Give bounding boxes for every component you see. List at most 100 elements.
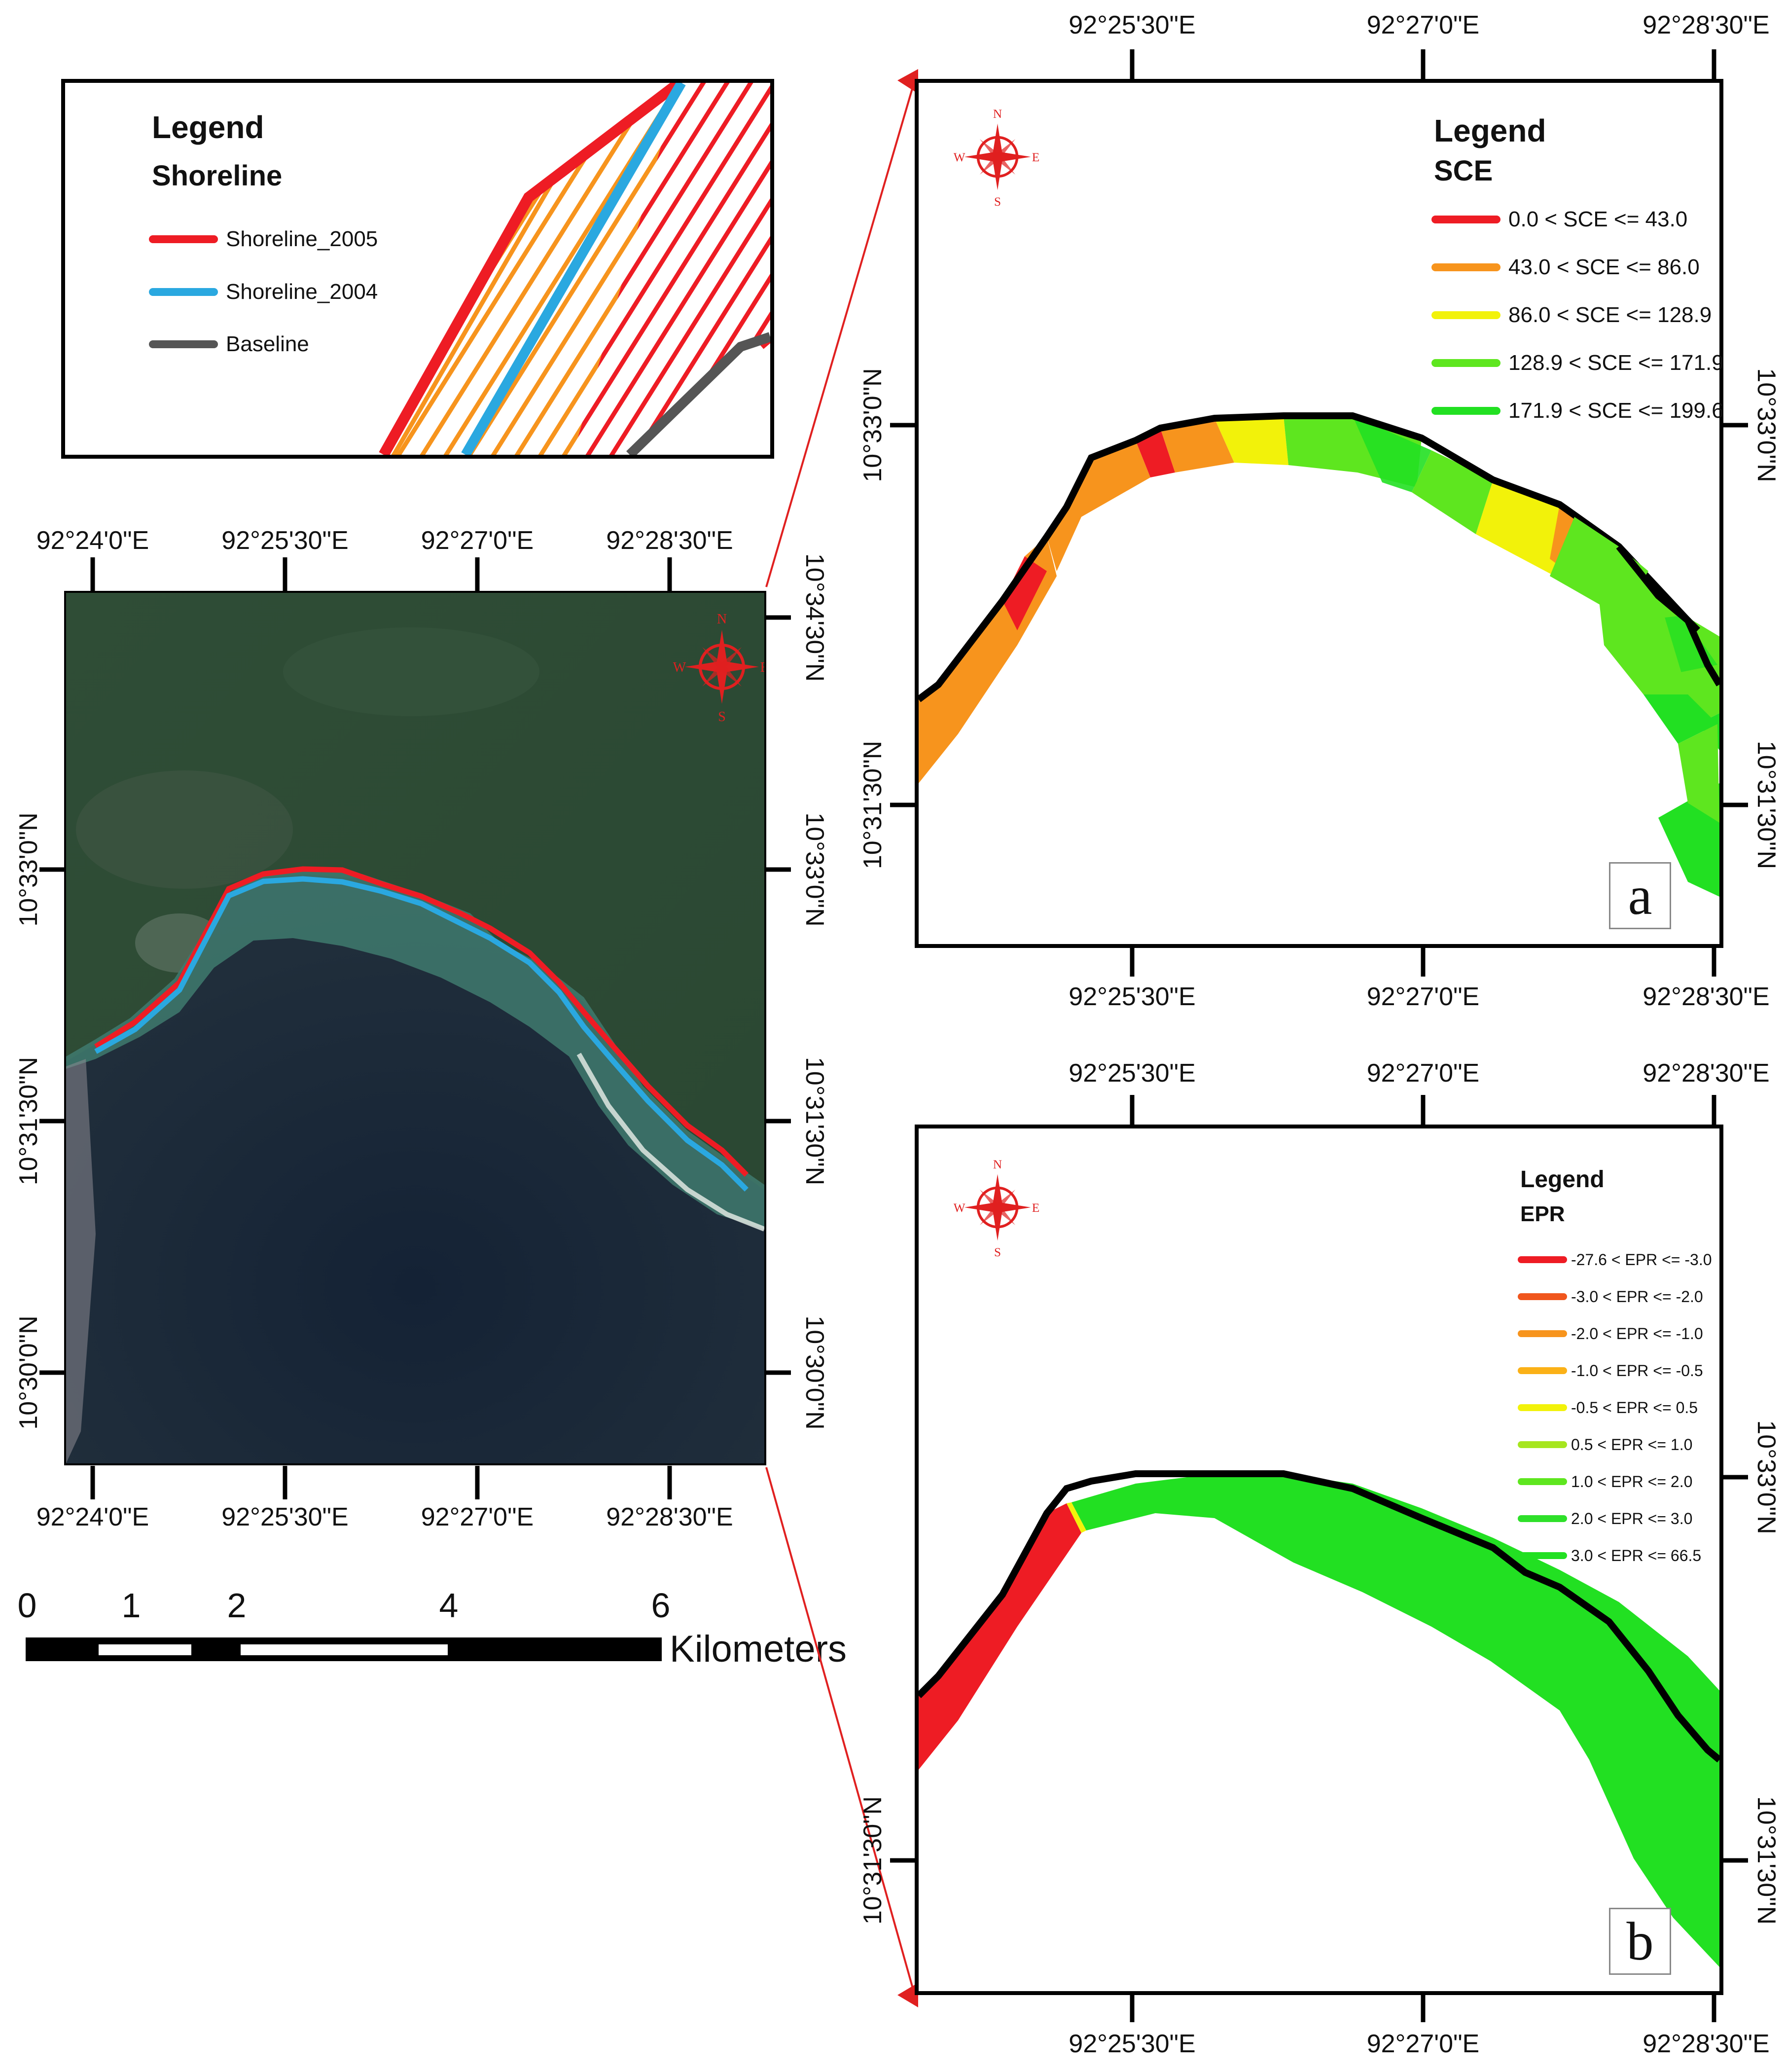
panel-a-bottom-lon-1: 92°25'30"E: [1069, 982, 1196, 1011]
scale-tick-4: 4: [439, 1586, 459, 1625]
svg-text:W: W: [954, 151, 965, 164]
svg-text:S: S: [994, 1246, 1001, 1259]
legend-item-shoreline-2005: Shoreline_2005: [149, 228, 378, 250]
panel-b-top-lon-1: 92°25'30"E: [1069, 1059, 1196, 1088]
panel-b-right-lat-2: 10°31'30"N: [1752, 1796, 1781, 1925]
main-bottom-lon-3: 92°27'0"E: [421, 1503, 534, 1531]
panel-a-legend-item-2: 43.0 < SCE <= 86.0: [1431, 256, 1700, 278]
main-satellite-map: N S E W: [64, 591, 766, 1465]
panel-b-swatch: [1518, 1330, 1567, 1337]
panel-b-top-lon-3: 92°28'30"E: [1643, 1059, 1770, 1088]
panel-b-swatch: [1518, 1552, 1567, 1559]
hatch-line: [596, 83, 770, 455]
panel-b-swatch: [1518, 1367, 1567, 1374]
inset-legend-subtitle: Shoreline: [152, 160, 283, 192]
hatch-line: [619, 83, 770, 455]
hatch-line: [573, 83, 770, 455]
hatch-line: [477, 83, 679, 455]
hatch-line: [573, 83, 770, 455]
inset-hatching: [379, 83, 770, 455]
panel-a-legend-item-1: 0.0 < SCE <= 43.0: [1431, 209, 1687, 230]
main-top-lon-1: 92°24'0"E: [36, 526, 149, 555]
panel-a-bottom-lon-3: 92°28'30"E: [1643, 982, 1770, 1011]
panel-b-epr-map: N S E W Legend EPR -27.6 < EPR <= -3.0 -3…: [915, 1125, 1723, 1995]
svg-text:S: S: [994, 195, 1001, 209]
panel-b-legend-item: 0.5 < EPR <= 1.0: [1518, 1437, 1692, 1453]
panel-a-top-lon-2: 92°27'0"E: [1366, 11, 1480, 39]
inset-legend-title: Legend: [152, 109, 264, 145]
panel-a-swatch-4: [1431, 359, 1500, 367]
legend-item-baseline: Baseline: [149, 333, 309, 355]
main-top-lon-4: 92°28'30"E: [606, 526, 733, 555]
panel-b-legend-item: -3.0 < EPR <= -2.0: [1518, 1289, 1703, 1305]
inset-shoreline-2005: [379, 83, 682, 455]
shoreline-2005: [94, 866, 749, 1177]
panel-a-swatch-5: [1431, 407, 1500, 415]
svg-text:W: W: [673, 660, 686, 675]
satellite-image: [66, 593, 764, 1463]
panel-a-legend-item-5: 171.9 < SCE <= 199.6: [1431, 400, 1724, 422]
scale-tick-6: 6: [651, 1586, 671, 1625]
svg-text:N: N: [717, 612, 727, 627]
panel-a-legend-title: Legend: [1434, 113, 1546, 148]
main-bottom-lon-2: 92°25'30"E: [221, 1503, 349, 1531]
panel-a-ticks: [890, 49, 1748, 977]
panel-a-swatch-3: [1431, 311, 1500, 319]
panel-a-top-lon-3: 92°28'30"E: [1643, 11, 1770, 39]
panel-b-legend-item: -1.0 < EPR <= -0.5: [1518, 1363, 1703, 1379]
main-compass-icon: N S E W: [673, 612, 766, 725]
surf-line: [576, 1053, 764, 1232]
swatch-baseline: [149, 340, 218, 348]
svg-text:E: E: [1032, 151, 1039, 164]
panel-a-legend-subtitle: SCE: [1434, 155, 1493, 187]
panel-a-top-lon-1: 92°25'30"E: [1069, 11, 1196, 39]
panel-b-legend-item: 1.0 < EPR <= 2.0: [1518, 1474, 1692, 1490]
panel-b-legend-subtitle: EPR: [1520, 1202, 1565, 1226]
main-bottom-lon-1: 92°24'0"E: [36, 1503, 149, 1531]
panel-a-compass-icon: N S E W: [954, 108, 1039, 209]
panel-a-swatch-1: [1431, 216, 1500, 223]
panel-b-right-lat-1: 10°33'0"N: [1752, 1420, 1781, 1534]
panel-b-bottom-lon-1: 92°25'30"E: [1069, 2030, 1196, 2058]
svg-text:E: E: [760, 660, 766, 675]
panel-b-bottom-lon-2: 92°27'0"E: [1366, 2030, 1480, 2058]
scale-tick-2: 2: [227, 1586, 247, 1625]
panel-b-letter: b: [1609, 1908, 1671, 1975]
swatch-shoreline-2005: [149, 235, 218, 243]
hatch-line: [573, 83, 770, 455]
svg-text:N: N: [993, 1158, 1002, 1171]
panel-a-bottom-lon-2: 92°27'0"E: [1366, 982, 1480, 1011]
main-top-lon-3: 92°27'0"E: [421, 526, 534, 555]
shoreline-legend-inset: Legend Shoreline Shoreline_2005 Shorelin…: [61, 79, 774, 459]
panel-b-legend-item: 2.0 < EPR <= 3.0: [1518, 1511, 1692, 1527]
panel-a-sce-map: N S E W Legend SCE 0.0 < SCE <= 43.0 43.…: [915, 79, 1724, 948]
sce-shoreline-east: [1550, 517, 1719, 823]
panel-b-swatch: [1518, 1441, 1567, 1448]
panel-a-legend-item-4: 128.9 < SCE <= 171.9: [1431, 352, 1724, 374]
scale-tick-0: 0: [17, 1586, 37, 1625]
main-bottom-lon-4: 92°28'30"E: [606, 1503, 733, 1531]
panel-b-legend-item: -2.0 < EPR <= -1.0: [1518, 1326, 1703, 1342]
panel-a-swatch-2: [1431, 263, 1500, 271]
epr-shoreline: [919, 1470, 1719, 1967]
main-top-lon-2: 92°25'30"E: [221, 526, 349, 555]
inset-shoreline-2004: [461, 83, 686, 455]
svg-text:W: W: [954, 1201, 965, 1215]
scale-tick-1: 1: [121, 1586, 141, 1625]
sce-shoreline: [919, 412, 1719, 897]
left-cliff: [66, 1059, 96, 1463]
panel-b-swatch: [1518, 1256, 1567, 1263]
panel-b-top-lon-2: 92°27'0"E: [1366, 1059, 1480, 1088]
panel-b-legend-item: -27.6 < EPR <= -3.0: [1518, 1252, 1712, 1268]
swatch-shoreline-2004: [149, 288, 218, 296]
legend-item-shoreline-2004: Shoreline_2004: [149, 281, 378, 303]
panel-b-legend-item: -0.5 < EPR <= 0.5: [1518, 1400, 1698, 1416]
panel-b-legend-title: Legend: [1520, 1166, 1605, 1193]
panel-b-swatch: [1518, 1478, 1567, 1485]
svg-text:S: S: [718, 709, 726, 725]
epr-top-edge: [919, 1470, 1719, 1763]
panel-b-left-lat-1: 10°31'30"N: [858, 1796, 887, 1925]
sce-top-edge: [919, 412, 1700, 702]
